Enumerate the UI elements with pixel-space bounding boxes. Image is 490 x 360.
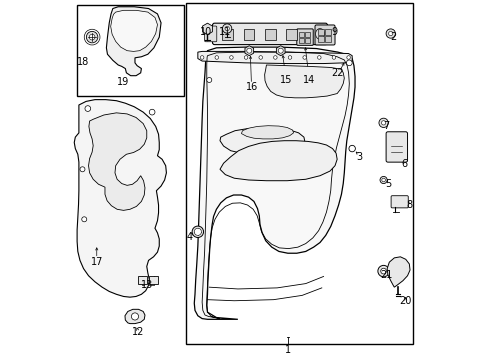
Text: 17: 17 <box>91 257 103 267</box>
Circle shape <box>273 56 277 59</box>
Circle shape <box>318 56 321 59</box>
Bar <box>265 29 275 40</box>
Bar <box>222 29 233 40</box>
Text: 12: 12 <box>132 327 144 337</box>
Circle shape <box>381 268 387 274</box>
Bar <box>77 5 184 96</box>
Polygon shape <box>194 47 355 319</box>
Text: 3: 3 <box>356 152 363 162</box>
Bar <box>286 29 297 40</box>
Text: 7: 7 <box>383 121 389 131</box>
Bar <box>325 29 331 35</box>
Bar <box>186 3 413 344</box>
Circle shape <box>215 56 219 59</box>
Bar <box>318 29 324 35</box>
Bar <box>149 276 158 284</box>
Circle shape <box>346 60 352 66</box>
Circle shape <box>194 228 201 235</box>
Circle shape <box>222 24 232 33</box>
Bar <box>325 36 331 42</box>
FancyBboxPatch shape <box>391 196 408 208</box>
Circle shape <box>80 167 85 172</box>
FancyBboxPatch shape <box>205 26 217 42</box>
Text: 16: 16 <box>246 82 258 92</box>
Circle shape <box>380 176 387 184</box>
Text: 20: 20 <box>399 296 412 306</box>
Circle shape <box>200 56 204 59</box>
Polygon shape <box>265 65 344 98</box>
Text: 14: 14 <box>303 75 316 85</box>
Circle shape <box>278 48 283 53</box>
Circle shape <box>86 31 98 43</box>
Circle shape <box>230 56 233 59</box>
Circle shape <box>382 178 386 182</box>
Circle shape <box>149 109 155 115</box>
Text: 8: 8 <box>406 200 413 210</box>
Circle shape <box>288 56 292 59</box>
Polygon shape <box>106 7 161 76</box>
Circle shape <box>303 56 306 59</box>
Text: 10: 10 <box>199 27 212 37</box>
Circle shape <box>389 31 393 36</box>
FancyBboxPatch shape <box>213 23 327 45</box>
Bar <box>305 38 310 43</box>
FancyBboxPatch shape <box>386 132 408 162</box>
Bar <box>299 38 304 43</box>
Polygon shape <box>89 113 147 210</box>
Polygon shape <box>276 46 285 56</box>
Text: 21: 21 <box>380 270 392 280</box>
Text: 9: 9 <box>331 27 338 37</box>
Circle shape <box>85 106 91 111</box>
Text: 11: 11 <box>219 27 231 37</box>
Circle shape <box>259 56 263 59</box>
Polygon shape <box>220 141 337 181</box>
Circle shape <box>347 56 350 59</box>
Circle shape <box>207 77 212 82</box>
Bar <box>318 36 324 42</box>
Polygon shape <box>242 126 294 139</box>
Circle shape <box>131 313 139 320</box>
Circle shape <box>245 56 248 59</box>
Bar <box>138 276 147 284</box>
Text: 13: 13 <box>141 280 153 291</box>
Text: 4: 4 <box>187 232 193 242</box>
Text: 22: 22 <box>332 68 344 78</box>
Polygon shape <box>111 10 157 51</box>
Text: 2: 2 <box>390 32 396 42</box>
Polygon shape <box>387 257 410 287</box>
Polygon shape <box>198 51 352 64</box>
Bar <box>244 29 254 40</box>
Circle shape <box>381 121 386 125</box>
Bar <box>305 32 310 37</box>
FancyBboxPatch shape <box>297 29 313 45</box>
Circle shape <box>379 118 388 127</box>
Circle shape <box>332 56 336 59</box>
Polygon shape <box>125 309 145 324</box>
Circle shape <box>247 48 252 53</box>
Text: 1: 1 <box>285 345 291 355</box>
Polygon shape <box>245 46 254 56</box>
Text: 5: 5 <box>385 179 391 189</box>
Bar <box>299 32 304 37</box>
Text: 15: 15 <box>280 75 292 85</box>
Text: 6: 6 <box>401 159 407 169</box>
Circle shape <box>386 29 395 38</box>
Text: 18: 18 <box>77 57 90 67</box>
Circle shape <box>192 226 203 238</box>
Polygon shape <box>74 100 167 297</box>
Circle shape <box>349 145 355 152</box>
FancyBboxPatch shape <box>315 25 335 45</box>
Circle shape <box>82 217 87 222</box>
Text: 19: 19 <box>118 77 130 87</box>
Circle shape <box>89 34 95 40</box>
Circle shape <box>225 26 229 31</box>
Ellipse shape <box>316 28 324 39</box>
Circle shape <box>378 265 390 277</box>
Polygon shape <box>220 128 305 154</box>
Polygon shape <box>202 23 213 35</box>
